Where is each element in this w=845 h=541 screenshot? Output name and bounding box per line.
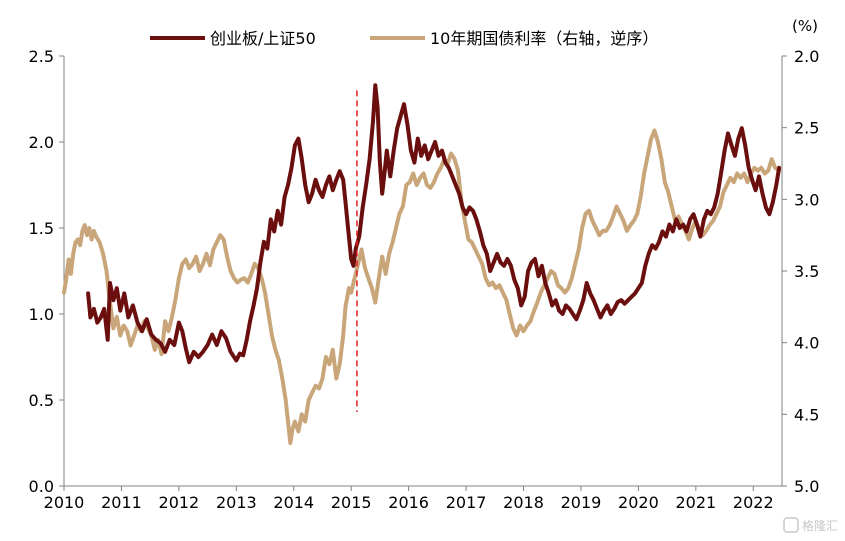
right-tick-label: 5.0 (794, 477, 819, 496)
x-tick-label: 2017 (446, 493, 487, 512)
left-tick-label: 0.5 (29, 391, 54, 410)
watermark-text: 格隆汇 (802, 518, 838, 533)
legend-label-ratio: 创业板/上证50 (210, 29, 316, 48)
axes: 0.0 0.5 1.0 1.5 2.0 2.5 2.0 2.5 3.0 3.5 4.0 4.5 5.0 2… (29, 47, 820, 512)
x-tick-label: 2020 (618, 493, 659, 512)
x-tick-label: 2022 (733, 493, 774, 512)
x-tick-label: 2018 (503, 493, 544, 512)
x-tick-label: 2013 (216, 493, 257, 512)
right-tick-label: 4.0 (794, 334, 819, 353)
x-tick-label: 2014 (273, 493, 314, 512)
right-tick-label: 2.0 (794, 47, 819, 66)
x-tick-label: 2010 (44, 493, 85, 512)
x-tick-label: 2015 (331, 493, 372, 512)
right-tick-label: 2.5 (794, 119, 819, 138)
legend: 创业板/上证50 10年期国债利率（右轴，逆序） (150, 29, 658, 48)
series-line-ratio (86, 83, 782, 365)
watermark: 格隆汇 (783, 517, 838, 533)
right-axis-unit: (%) (792, 17, 818, 35)
x-tick-label: 2016 (388, 493, 429, 512)
left-tick-label: 2.0 (29, 133, 54, 152)
legend-label-yield: 10年期国债利率（右轴，逆序） (430, 29, 658, 48)
right-tick-label: 3.5 (794, 262, 819, 281)
left-tick-label: 2.5 (29, 47, 54, 66)
x-tick-label: 2021 (675, 493, 716, 512)
right-tick-label: 4.5 (794, 405, 819, 424)
x-tick-label: 2011 (101, 493, 142, 512)
watermark-logo-icon (783, 517, 799, 533)
left-tick-label: 0.0 (29, 477, 54, 496)
right-tick-label: 3.0 (794, 190, 819, 209)
x-tick-label: 2012 (159, 493, 200, 512)
left-tick-label: 1.0 (29, 305, 54, 324)
x-tick-label: 2019 (561, 493, 602, 512)
plot-area (62, 83, 782, 445)
series-line-yield (62, 128, 782, 445)
left-tick-label: 1.5 (29, 219, 54, 238)
